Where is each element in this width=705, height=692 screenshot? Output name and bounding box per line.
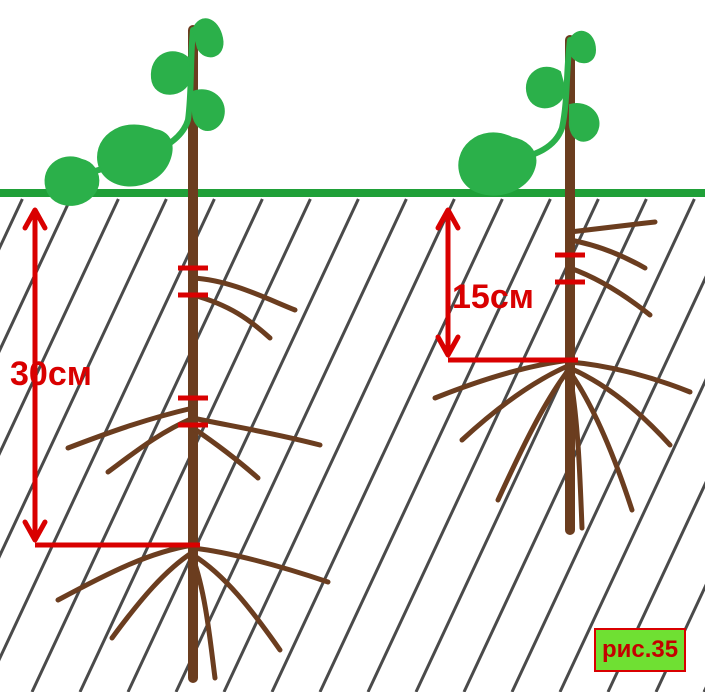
root-2-0 <box>435 360 570 398</box>
leaf-4 <box>46 157 99 205</box>
diagram-svg <box>0 0 705 692</box>
leaf-1 <box>527 68 565 108</box>
soil-hatching <box>0 199 705 692</box>
leaf-2 <box>193 90 224 130</box>
figure-label: рис.35 <box>594 628 686 672</box>
leaf-0 <box>570 32 595 62</box>
leaf-1 <box>152 52 190 94</box>
root-2-2 <box>193 548 328 582</box>
diagram-canvas: 30см 15см рис.35 <box>0 0 705 692</box>
leaf-2 <box>570 104 599 141</box>
root-0-0 <box>570 222 655 232</box>
root-0-0 <box>193 278 295 310</box>
leaf-3 <box>459 133 535 194</box>
plant-left <box>25 19 328 678</box>
root-0-1 <box>193 295 270 338</box>
leaf-3 <box>98 125 172 185</box>
depth-label-right: 15см <box>452 278 534 317</box>
depth-label-left: 30см <box>10 355 92 394</box>
